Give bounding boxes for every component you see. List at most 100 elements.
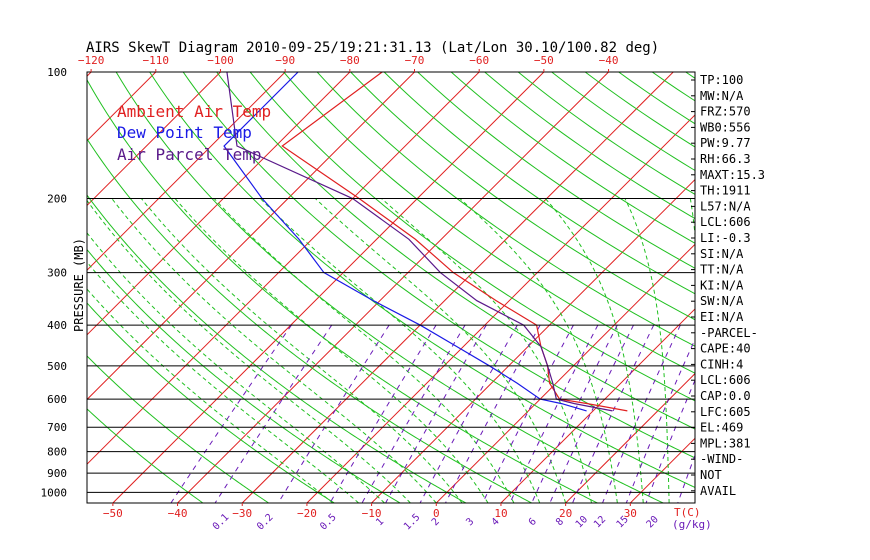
dry-adiabat-line: [216, 72, 695, 430]
bottom-temperature-tick-label: 20: [559, 507, 572, 520]
pressure-tick-label: 700: [47, 421, 67, 434]
isotherm-line: [371, 178, 695, 503]
top-temperature-tick-label: −100: [207, 54, 234, 67]
mixing-ratio-line: [445, 324, 541, 503]
mixing-ratio-line: [645, 379, 695, 503]
pressure-tick-label: 900: [47, 467, 67, 480]
moist-adiabat-line: [87, 199, 411, 503]
mixing-ratio-line: [482, 324, 574, 503]
dry-adiabat-line: [417, 72, 695, 269]
isotherm-line: [87, 72, 286, 271]
dry-adiabat-line: [651, 72, 695, 102]
moist-adiabat-line: [381, 198, 592, 503]
stat-item: LFC:605: [700, 405, 751, 419]
dry-adiabat-line: [316, 72, 695, 347]
bottom-temperature-tick-label: 10: [494, 507, 507, 520]
mixing-ratio-tick-label: 1: [374, 516, 386, 528]
stat-item: -WIND-: [700, 452, 743, 466]
top-temperature-tick-label: −70: [405, 54, 425, 67]
stat-item: EI:N/A: [700, 310, 744, 324]
bottom-temperature-tick-labels: −50 −40 −30 −20 −10 0 10 20 30: [103, 503, 637, 520]
moist-adiabat-line: [259, 198, 541, 503]
pressure-tick-label: 800: [47, 446, 67, 459]
dry-adiabat-line: [350, 72, 695, 321]
mixing-ratio-line: [361, 324, 466, 503]
stat-item: NOT: [700, 468, 722, 482]
mixing-ratio-tick-label: 3: [464, 516, 476, 528]
top-temperature-tick-label: −110: [143, 54, 170, 67]
stat-item: KI:N/A: [700, 278, 744, 292]
mixing-ratio-line: [509, 324, 599, 503]
stat-item: CAPE:40: [700, 342, 751, 356]
dry-adiabat-line: [182, 72, 695, 459]
isotherm-line: [435, 243, 695, 503]
mixing-ratio-tick-label: 1.5: [402, 512, 423, 533]
mixing-ratio-line: [419, 324, 518, 503]
stat-item: L57:N/A: [700, 199, 751, 213]
dry-adiabat-line: [786, 72, 870, 503]
stat-item: AVAIL: [700, 484, 736, 498]
series-line-ambient-air-temp: [281, 72, 628, 412]
moist-adiabat-line: [545, 198, 644, 503]
moist-adiabat-line: [213, 198, 515, 503]
stat-item: WB0:556: [700, 120, 751, 134]
pressure-tick-label: 600: [47, 393, 67, 406]
stat-item: MAXT:15.3: [700, 168, 765, 182]
isotherm-line: [306, 114, 695, 503]
moist-adiabat-line: [87, 288, 334, 503]
legend: Ambient Air Temp Dew Point Temp Air Parc…: [117, 102, 271, 164]
top-temperature-tick-label: −40: [599, 54, 619, 67]
bottom-temperature-tick-label: 30: [624, 507, 637, 520]
top-temperature-tick-label: −60: [469, 54, 489, 67]
stat-item: LCL:606: [700, 373, 751, 387]
moist-adiabat-line: [140, 198, 463, 503]
legend-air-parcel-temp: Air Parcel Temp: [117, 145, 262, 164]
y-axis-label: PRESSURE (MB): [72, 238, 86, 332]
isotherm-line: [112, 72, 545, 503]
pressure-tick-label: 100: [47, 66, 67, 79]
isotherm-line: [0, 72, 26, 503]
mixing-ratio-tick-label: 10: [574, 514, 590, 530]
mixing-ratio-line: [329, 324, 437, 503]
mixing-ratio-line: [277, 324, 390, 503]
mixing-ratio-tick-label: 0.1: [211, 512, 232, 533]
isotherm-line: [87, 72, 221, 207]
top-temperature-tick-label: −80: [340, 54, 360, 67]
moist-adiabat-line: [174, 198, 489, 503]
isotherm-line: [87, 72, 415, 401]
mixing-axis-label: (g/kg): [672, 518, 712, 531]
mixing-ratio-tick-label: 0.2: [255, 512, 276, 533]
dry-adiabat-line: [383, 72, 695, 295]
legend-dew-point-temp: Dew Point Temp: [117, 123, 252, 142]
stat-item: CINH:4: [700, 357, 743, 371]
top-temperature-tick-labels: −120 −110 −100 −90 −80 −70 −60 −50 −40: [78, 54, 619, 72]
pressure-tick-labels: 100 200 300 400 500 600 700 800 900 1000: [41, 66, 68, 499]
top-temperature-tick-label: −120: [78, 54, 105, 67]
stat-item: PW:9.77: [700, 136, 751, 150]
isotherm-line: [500, 308, 695, 503]
mixing-ratio-tick-label: 20: [645, 514, 661, 530]
stat-item: -PARCEL-: [700, 326, 758, 340]
dry-adiabat-line: [283, 72, 695, 374]
isotherm-line: [87, 72, 480, 465]
stat-item: TH:1911: [700, 184, 751, 198]
mixing-ratio-line: [572, 324, 655, 503]
isotherm-line: [760, 72, 870, 503]
mixing-ratio-line: [531, 324, 618, 503]
dry-adiabat-line: [820, 72, 870, 503]
stat-item: TP:100: [700, 73, 743, 87]
legend-ambient-air-temp: Ambient Air Temp: [117, 102, 271, 121]
mixing-ratio-lines: [170, 324, 695, 503]
dry-adiabat-line: [853, 72, 870, 503]
mixing-ratio-line: [214, 324, 333, 503]
x-axis-label: T(C): [674, 506, 701, 519]
chart-title: AIRS SkewT Diagram 2010-09-25/19:21:31.1…: [86, 40, 659, 56]
pressure-tick-label: 200: [47, 193, 67, 206]
mixing-ratio-line: [385, 324, 487, 503]
mixing-ratio-tick-label: 6: [527, 516, 539, 528]
isotherm-line: [565, 372, 695, 503]
bottom-temperature-tick-label: −50: [103, 507, 123, 520]
stat-item: MPL:381: [700, 436, 751, 450]
